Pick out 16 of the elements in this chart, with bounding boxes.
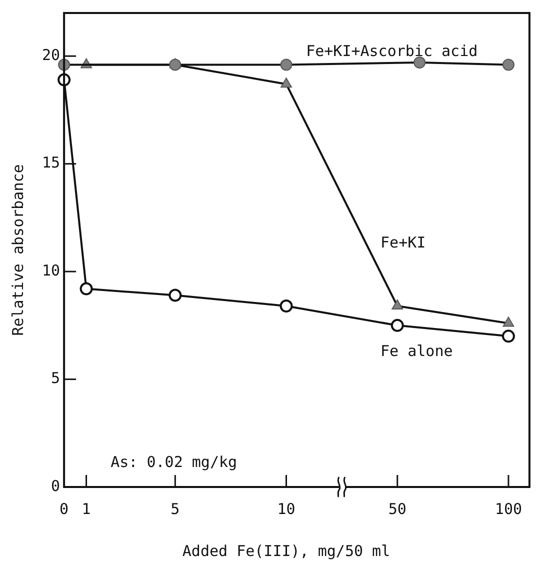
y-tick-label: 15: [42, 154, 60, 172]
x-tick-label: 10: [277, 500, 296, 518]
y-tick-label: 20: [42, 46, 60, 64]
x-tick-label: 100: [494, 500, 522, 518]
y-tick-label: 5: [51, 369, 60, 388]
y-tick-label: 0: [51, 476, 60, 495]
y-tick-label: 10: [42, 261, 60, 280]
series-label: Fe+KI: [380, 233, 426, 252]
x-axis-title: Added Fe(III), mg/50 ml: [182, 542, 390, 560]
y-axis-title: Relative absorbance: [8, 164, 27, 336]
x-tick-label: 1: [82, 500, 91, 518]
x-tick-label: 5: [170, 500, 180, 518]
x-tick-label: 50: [388, 500, 406, 518]
series-label: Fe+KI+Ascorbic acid: [306, 42, 478, 60]
annotation: As: 0.02 mg/kg: [110, 453, 238, 472]
series-label: Fe alone: [380, 342, 453, 360]
